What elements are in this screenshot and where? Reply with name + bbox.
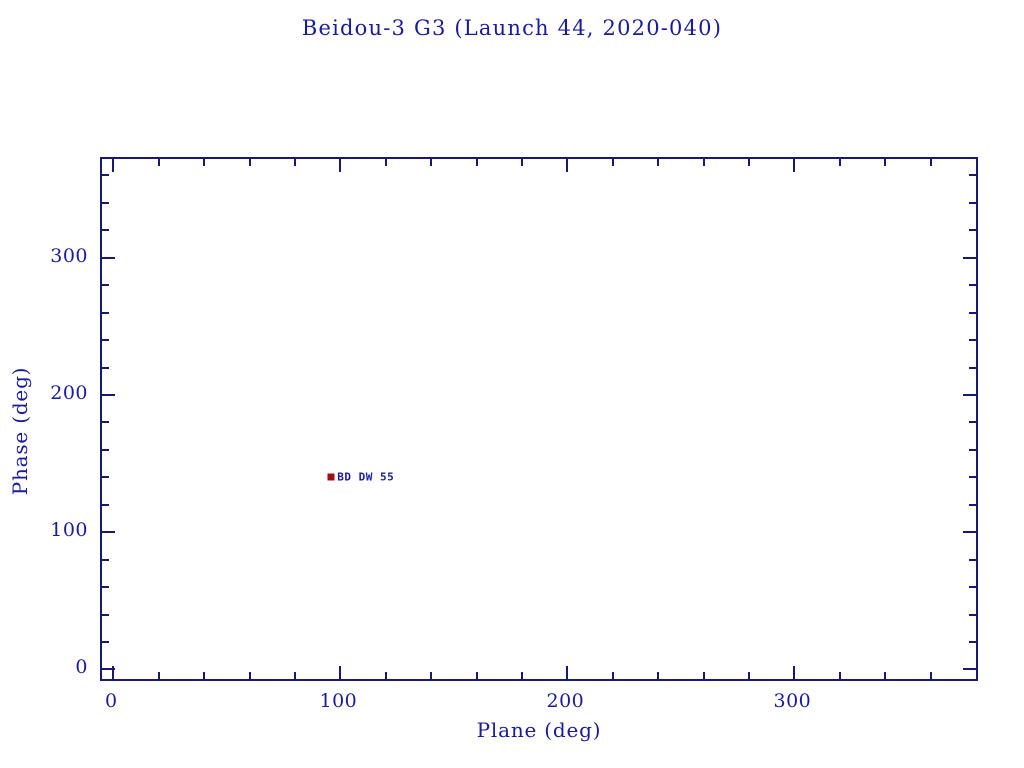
axis-tick-bottom [657, 672, 660, 679]
y-tick-label: 300 [50, 244, 88, 267]
axis-tick-top [112, 159, 115, 172]
plot-area: BD DW 55 [100, 157, 978, 681]
axis-tick-left [102, 311, 109, 314]
axis-tick-right [963, 393, 976, 396]
axis-tick-bottom [520, 672, 523, 679]
x-tick-label: 300 [773, 690, 812, 712]
axis-tick-bottom [203, 672, 206, 679]
x-tick-label: 100 [319, 690, 358, 712]
axis-tick-top [430, 159, 433, 166]
axis-tick-left [102, 256, 115, 259]
axis-tick-left [102, 448, 109, 451]
axis-tick-top [657, 159, 660, 166]
axis-tick-top [339, 159, 342, 172]
axis-tick-bottom [293, 672, 296, 679]
y-tick-label: 200 [50, 381, 88, 404]
axis-tick-bottom [611, 672, 614, 679]
axis-tick-left [102, 339, 109, 342]
axis-tick-right [969, 421, 976, 424]
axis-tick-top [248, 159, 251, 166]
axis-tick-left [102, 476, 109, 479]
axis-tick-left [102, 284, 109, 287]
axis-tick-bottom [702, 672, 705, 679]
x-tick-label: 200 [546, 690, 585, 712]
axis-tick-right [969, 201, 976, 204]
axis-tick-right [963, 256, 976, 259]
axis-tick-bottom [384, 672, 387, 679]
axis-tick-left [102, 503, 109, 506]
axis-tick-bottom [112, 666, 115, 679]
axis-tick-bottom [339, 666, 342, 679]
axis-tick-left [102, 174, 109, 177]
data-point-label: BD DW 55 [337, 470, 395, 484]
axis-tick-right [969, 448, 976, 451]
y-tick-label: 100 [50, 519, 88, 542]
axis-tick-top [702, 159, 705, 166]
axis-tick-bottom [747, 672, 750, 679]
axis-tick-top [747, 159, 750, 166]
axis-tick-bottom [157, 672, 160, 679]
y-axis-title: Phase (deg) [8, 366, 32, 496]
axis-tick-left [102, 668, 115, 671]
axis-tick-left [102, 366, 109, 369]
axis-tick-bottom [838, 672, 841, 679]
axis-tick-left [102, 421, 109, 424]
axis-tick-right [969, 174, 976, 177]
axis-tick-right [963, 668, 976, 671]
axis-tick-bottom [475, 672, 478, 679]
axis-tick-top [611, 159, 614, 166]
axis-tick-bottom [566, 666, 569, 679]
axis-tick-top [793, 159, 796, 172]
axis-tick-left [102, 613, 109, 616]
axis-tick-right [969, 366, 976, 369]
axis-tick-top [566, 159, 569, 172]
axis-tick-right [963, 531, 976, 534]
axis-tick-bottom [793, 666, 796, 679]
axis-tick-right [969, 558, 976, 561]
axis-tick-right [969, 503, 976, 506]
data-point-marker [327, 473, 335, 481]
axis-tick-right [969, 229, 976, 232]
axis-tick-left [102, 531, 115, 534]
axis-tick-left [102, 201, 109, 204]
axis-tick-bottom [430, 672, 433, 679]
axis-tick-top [293, 159, 296, 166]
x-tick-label: 0 [105, 690, 118, 712]
axis-tick-top [384, 159, 387, 166]
axis-tick-top [203, 159, 206, 166]
axis-tick-top [520, 159, 523, 166]
axis-tick-left [102, 393, 115, 396]
axis-tick-right [969, 640, 976, 643]
axis-tick-right [969, 586, 976, 589]
axis-tick-top [475, 159, 478, 166]
axis-tick-left [102, 586, 109, 589]
axis-tick-bottom [929, 672, 932, 679]
axis-tick-top [157, 159, 160, 166]
axis-tick-right [969, 339, 976, 342]
axis-tick-top [884, 159, 887, 166]
axis-tick-right [969, 284, 976, 287]
axis-tick-top [929, 159, 932, 166]
x-axis-title: Plane (deg) [476, 718, 602, 742]
axis-tick-left [102, 558, 109, 561]
axis-tick-right [969, 311, 976, 314]
axis-tick-left [102, 229, 109, 232]
axis-tick-right [969, 476, 976, 479]
axis-tick-bottom [248, 672, 251, 679]
axis-tick-top [838, 159, 841, 166]
y-tick-label: 0 [75, 656, 88, 679]
axis-tick-left [102, 640, 109, 643]
page-title: Beidou-3 G3 (Launch 44, 2020-040) [301, 16, 723, 40]
axis-tick-right [969, 613, 976, 616]
axis-tick-bottom [884, 672, 887, 679]
